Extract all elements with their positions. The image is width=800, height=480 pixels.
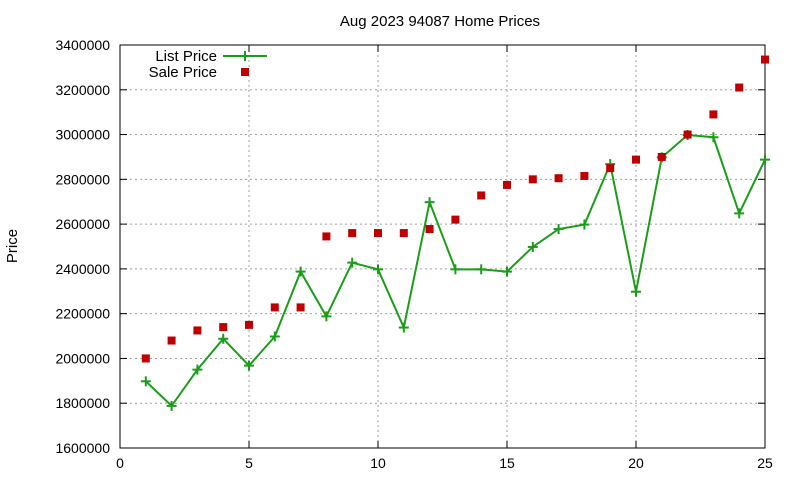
list-price-point	[347, 257, 358, 268]
chart-title: Aug 2023 94087 Home Prices	[340, 13, 540, 30]
y-tick-label: 3400000	[55, 37, 110, 53]
list-price-point	[295, 266, 306, 277]
x-tick-label: 15	[499, 455, 515, 471]
x-tick-label: 25	[757, 455, 773, 471]
y-axis-label: Price	[4, 229, 21, 263]
sale-price-point	[348, 229, 357, 238]
axis-ticks: 0 5 10 15 20 25 1600000 1800000 2000000 2200000 24…	[55, 37, 773, 471]
sale-price-point	[425, 225, 434, 234]
sale-price-point	[477, 191, 486, 200]
list-price-point	[424, 197, 435, 208]
list-price-point	[631, 286, 641, 297]
sale-price-point	[141, 354, 150, 363]
sale-price-point	[632, 155, 640, 164]
sale-price-point	[451, 215, 460, 224]
y-tick-label: 2600000	[55, 216, 110, 232]
y-tick-label: 1800000	[55, 395, 110, 411]
sale-price-point	[219, 323, 228, 332]
list-price-point	[166, 400, 177, 411]
x-tick-label: 0	[116, 455, 124, 471]
x-tick-label: 20	[628, 455, 644, 471]
y-tick-label: 2200000	[55, 306, 110, 322]
list-price-point	[734, 208, 745, 219]
sale-price-point	[580, 171, 589, 180]
list-price-point	[269, 331, 280, 342]
list-price-point	[218, 333, 229, 344]
sale-price-point	[709, 110, 718, 119]
list-price-point	[476, 264, 487, 275]
list-price-point	[553, 224, 564, 235]
sale-price-point	[296, 303, 305, 312]
sale-price-point	[270, 303, 279, 312]
list-price-point	[450, 264, 461, 275]
y-tick-label: 3200000	[55, 82, 110, 98]
list-price-point	[140, 376, 151, 387]
list-price-point	[244, 360, 254, 371]
y-tick-label: 1600000	[55, 440, 110, 456]
sale-price-point	[528, 175, 537, 184]
y-tick-label: 2800000	[55, 171, 110, 187]
plot-border	[119, 44, 766, 449]
y-tick-label: 2000000	[55, 350, 110, 366]
list-price-point	[760, 154, 770, 165]
data-series	[140, 55, 770, 411]
list-price-point	[373, 264, 383, 275]
sale-price-point	[606, 164, 615, 173]
list-price-series	[140, 130, 770, 411]
sale-price-point	[374, 229, 382, 238]
list-price-point	[398, 322, 409, 333]
sale-price-point	[683, 130, 692, 139]
sale-price-point	[735, 83, 744, 92]
list-price-legend-marker	[240, 51, 250, 61]
list-price-point	[527, 241, 538, 252]
sale-price-legend-marker	[241, 68, 249, 76]
list-price-point	[502, 266, 512, 277]
y-tick-label: 2400000	[55, 261, 110, 277]
sale-price-point	[503, 180, 511, 189]
sale-price-point	[193, 326, 202, 335]
list-price-point	[579, 219, 590, 230]
sale-price-point	[322, 232, 331, 241]
sale-price-point	[245, 320, 253, 329]
list-price-legend-label: List Price	[155, 48, 217, 65]
sale-price-point	[761, 55, 769, 64]
list-price-point	[321, 311, 332, 322]
y-tick-label: 3000000	[55, 127, 110, 143]
sale-price-point	[167, 336, 176, 345]
x-tick-label: 5	[245, 455, 253, 471]
x-tick-label: 10	[370, 455, 386, 471]
sale-price-point	[657, 152, 666, 161]
sale-price-point	[399, 229, 408, 238]
list-price-point	[192, 364, 203, 375]
sale-price-point	[554, 174, 563, 183]
grid-lines	[120, 45, 765, 448]
list-price-point	[708, 132, 719, 143]
sale-price-legend-label: Sale Price	[149, 64, 217, 81]
plot-frame	[119, 44, 766, 449]
sale-price-series	[141, 55, 769, 363]
